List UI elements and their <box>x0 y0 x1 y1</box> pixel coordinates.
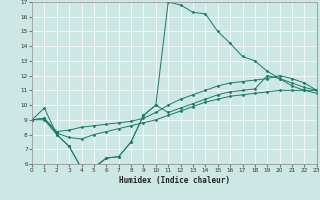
X-axis label: Humidex (Indice chaleur): Humidex (Indice chaleur) <box>119 176 230 185</box>
